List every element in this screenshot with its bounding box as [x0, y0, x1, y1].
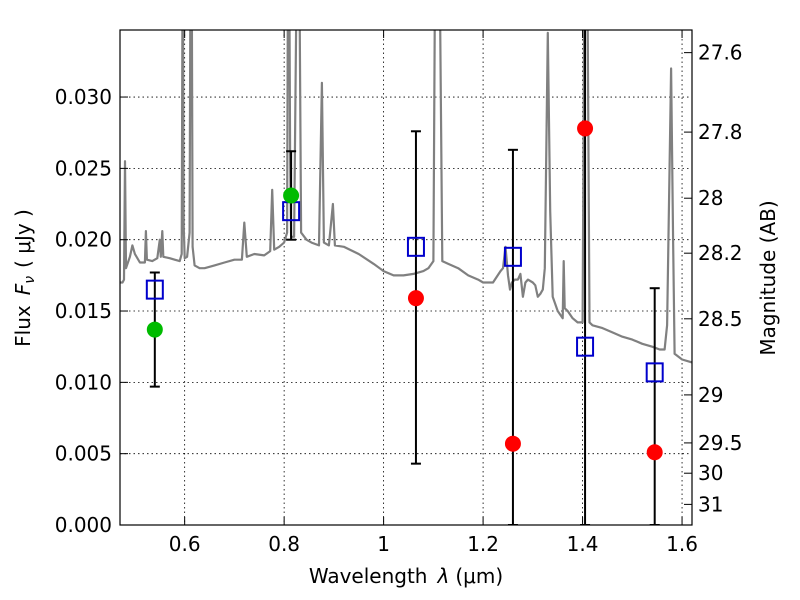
model-photometry-square	[645, 362, 664, 383]
y2-tick-label: 27.6	[698, 41, 743, 65]
model-photometry-square	[503, 246, 522, 267]
y2-tick-label: 27.8	[698, 120, 743, 144]
y2-tick-label: 28.5	[698, 307, 743, 331]
model-spectrum-line	[120, 30, 692, 364]
y2-tick-label: 29	[698, 383, 723, 407]
y2-tick-label: 31	[698, 492, 723, 516]
upper-limit-point	[646, 444, 663, 461]
upper-limit-point	[577, 120, 594, 137]
y2-tick-label: 28	[698, 186, 723, 210]
data-markers	[145, 120, 664, 461]
upper-limit-point	[504, 435, 521, 452]
y2-tick-label: 30	[698, 461, 723, 485]
x-tick-label: 1.2	[467, 532, 499, 556]
x-tick-label: 0.6	[169, 532, 201, 556]
y2-tick-label: 29.5	[698, 431, 743, 455]
y-tick-label: 0.005	[55, 442, 112, 466]
y2-tick-label: 28.2	[698, 241, 743, 265]
y-tick-label: 0.020	[55, 228, 112, 252]
y-tick-label: 0.025	[55, 156, 112, 180]
y-axis-label: FluxFν( μJy )	[11, 209, 38, 347]
model-photometry-square	[406, 236, 425, 257]
x-tick-label: 0.8	[268, 532, 300, 556]
detection-point	[146, 321, 163, 338]
model-spectrum	[120, 30, 692, 364]
y2-axis-label: Magnitude (AB)	[756, 200, 780, 355]
y-tick-label: 0.015	[55, 299, 112, 323]
y-tick-label: 0.010	[55, 370, 112, 394]
x-axis-label: Wavelength λ (μm)	[309, 564, 503, 588]
y-tick-label: 0.030	[55, 85, 112, 109]
detection-point	[283, 187, 300, 204]
model-photometry-square	[576, 336, 595, 357]
axis-ticks: 0.6 0.8 1 1.2 1.4 1.6 0.000 0.005 0.010 0.015 0.02…	[55, 30, 743, 556]
upper-limit-point	[407, 290, 424, 307]
x-tick-label: 1	[377, 532, 390, 556]
y-tick-label: 0.000	[55, 513, 112, 537]
x-tick-label: 1.4	[567, 532, 599, 556]
model-photometry-square	[145, 279, 164, 300]
plot-frame	[119, 29, 693, 526]
x-tick-label: 1.6	[666, 532, 698, 556]
